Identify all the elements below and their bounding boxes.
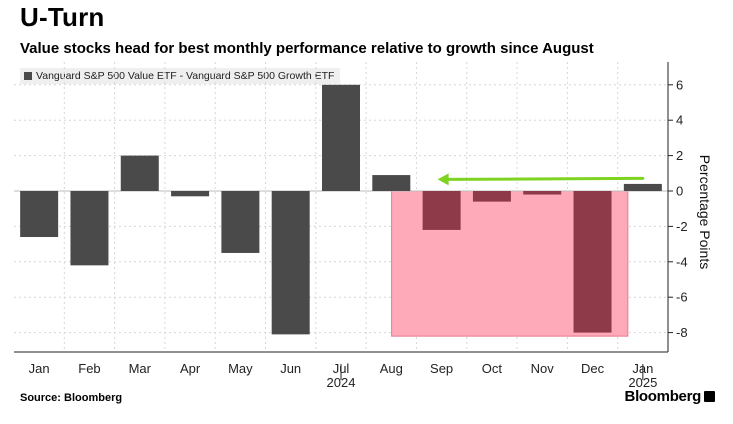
arrow-shaft: [446, 176, 645, 181]
x-tick-label: Oct: [482, 361, 503, 376]
arrow-head-icon: [437, 173, 449, 186]
chart-title: U-Turn: [20, 2, 105, 32]
y-tick-label: 2: [676, 148, 683, 163]
bar-13: [623, 183, 662, 191]
bar-10: [472, 191, 511, 202]
x-tick-label: Mar: [129, 361, 152, 376]
x-tick-label: May: [228, 361, 253, 376]
x-tick-label: Nov: [531, 361, 555, 376]
bloomberg-logo: Bloomberg: [625, 388, 715, 405]
x-tick-label: Feb: [78, 361, 100, 376]
y-tick-label: 4: [676, 113, 683, 128]
bar-9: [422, 191, 461, 230]
x-tick-label: Sep: [430, 361, 453, 376]
chart-subtitle: Value stocks head for best monthly perfo…: [20, 40, 594, 57]
year-label: 2024: [327, 375, 356, 390]
legend-label: Vanguard S&P 500 Value ETF - Vanguard S&…: [36, 70, 335, 82]
bloomberg-mark-icon: [704, 391, 715, 402]
y-tick-label: -6: [676, 290, 688, 305]
bar-12: [573, 191, 612, 333]
y-tick-label: -8: [676, 325, 688, 340]
y-tick-label: -4: [676, 254, 688, 269]
source-note: Source: Bloomberg: [20, 392, 123, 404]
y-axis-title: Percentage Points: [697, 155, 713, 269]
bar-5: [221, 191, 260, 253]
x-tick-label: Dec: [581, 361, 605, 376]
legend: Vanguard S&P 500 Value ETF - Vanguard S&…: [20, 68, 341, 84]
brand-name: Bloomberg: [624, 388, 702, 405]
y-tick-label: 6: [676, 77, 683, 92]
x-tick-label: Jun: [280, 361, 301, 376]
bar-4: [171, 191, 210, 197]
legend-swatch: [24, 72, 32, 80]
bar-2: [70, 191, 109, 266]
bar-3: [120, 155, 159, 191]
x-tick-label: Jan: [29, 361, 50, 376]
bar-11: [523, 191, 562, 195]
bar-8: [372, 175, 411, 191]
x-tick-label: Apr: [180, 361, 201, 376]
x-tick-label: Aug: [380, 361, 403, 376]
year-label: 2025: [628, 375, 657, 390]
bar-7: [322, 84, 360, 191]
y-tick-label: 0: [676, 184, 683, 199]
bar-6: [271, 191, 310, 335]
y-tick-label: -2: [676, 219, 688, 234]
bar-1: [20, 191, 59, 238]
